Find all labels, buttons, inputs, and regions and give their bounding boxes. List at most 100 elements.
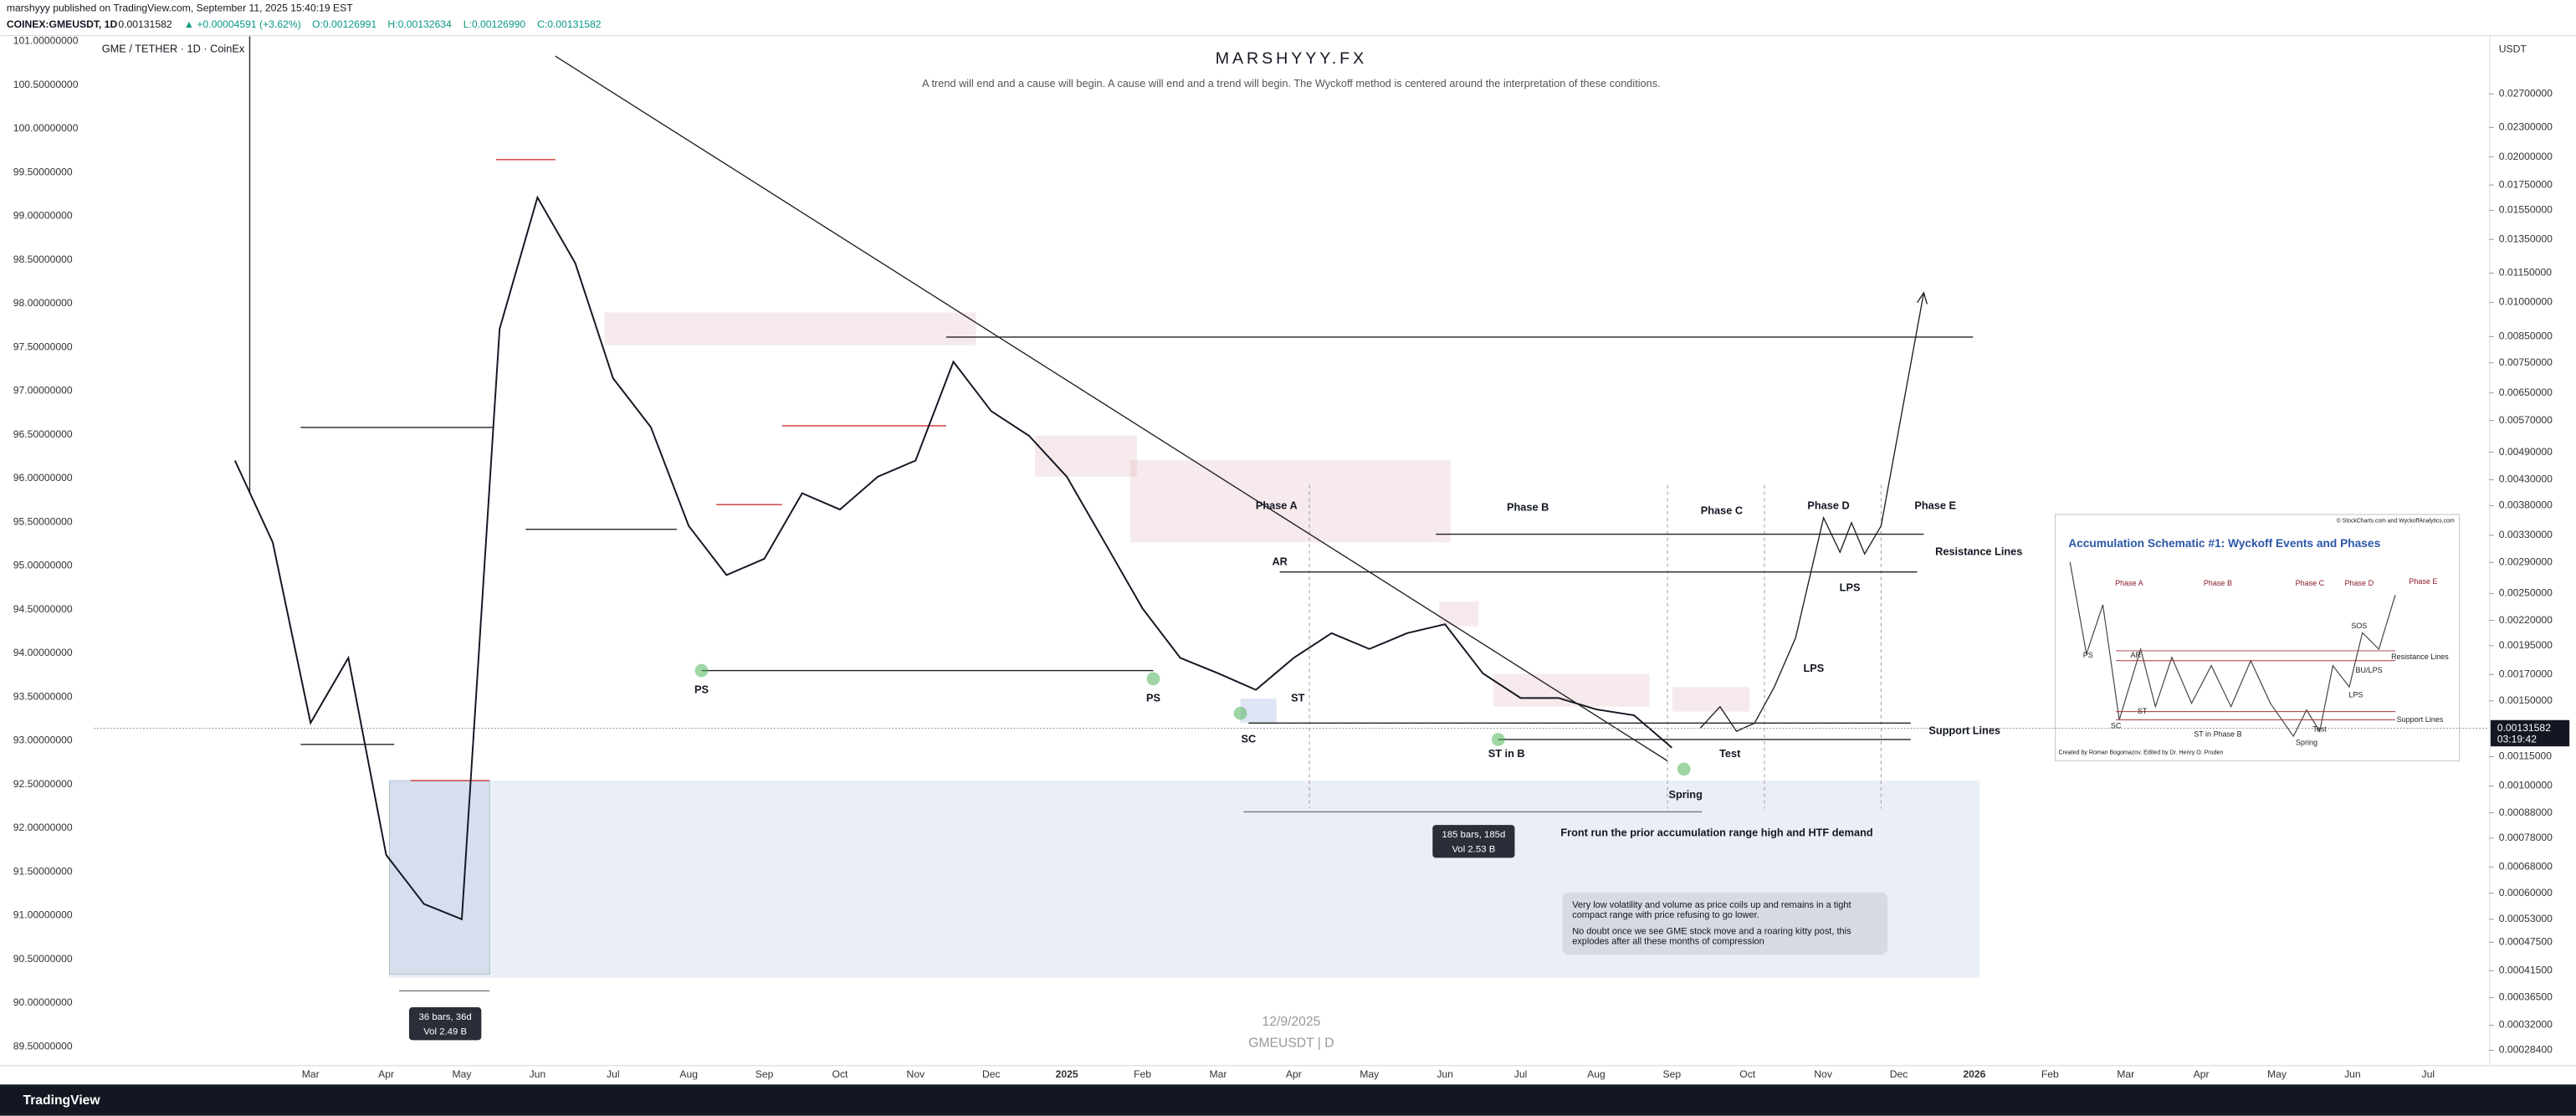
y-tick-label: 0.00380000 <box>2499 499 2553 511</box>
x-tick-label: May <box>453 1068 473 1080</box>
inset-label: Phase A <box>2115 579 2143 587</box>
x-tick-label: Aug <box>679 1068 698 1080</box>
y-tick-label: 0.02700000 <box>2499 87 2553 99</box>
y-tick-label: 0.00195000 <box>2499 639 2553 651</box>
brand: TradingView <box>23 1093 100 1108</box>
currency: USDT <box>2499 43 2527 54</box>
x-tick-label: Feb <box>2041 1068 2059 1080</box>
chart-title: MARSHYYY.FX <box>1216 49 1367 68</box>
x-tick-label: Apr <box>1286 1068 1302 1080</box>
watermark-date: 12/9/2025 <box>1262 1015 1321 1029</box>
measure-volume: Vol 2.49 B <box>423 1027 467 1037</box>
event-dots <box>694 663 1691 776</box>
y2-tick-label: 95.50000000 <box>13 515 73 527</box>
footer-bar <box>0 1084 2576 1116</box>
annotation: Front run the prior accumulation range h… <box>1560 826 1872 838</box>
x-tick-label: Mar <box>302 1068 320 1080</box>
y2-tick-label: 101.00000000 <box>13 35 79 47</box>
y-tick-label: 0.00047500 <box>2499 936 2553 948</box>
inset-credit: Created by Roman Bogomazov. Edited by Dr… <box>2058 750 2223 756</box>
x-tick-label: Nov <box>1814 1068 1833 1080</box>
y-tick-label: 0.00250000 <box>2499 587 2553 599</box>
inset-label: Phase C <box>2296 579 2325 587</box>
y-tick-label: 0.00430000 <box>2499 474 2553 485</box>
y-tick-label: 0.00032000 <box>2499 1019 2553 1031</box>
x-tick-label: Sep <box>1662 1068 1681 1080</box>
annotation: Phase C <box>1701 504 1743 516</box>
note-line: compact range with price refusing to go … <box>1572 910 1759 920</box>
y2-tick-label: 95.00000000 <box>13 560 73 571</box>
inset-label: Support Lines <box>2397 715 2444 724</box>
note-line: Very low volatility and volume as price … <box>1572 900 1851 910</box>
inset-label: ST <box>2138 707 2148 715</box>
y2-tick-label: 89.50000000 <box>13 1040 73 1052</box>
last-price-box <box>2490 719 2570 747</box>
countdown: 03:19:42 <box>2497 734 2538 745</box>
y2-tick-label: 98.00000000 <box>13 297 73 309</box>
annotation: ST in B <box>1488 747 1525 760</box>
inset-label: Phase B <box>2204 579 2232 587</box>
last-price-label: 0.00131582 <box>2497 722 2551 734</box>
y2-tick-label: 92.00000000 <box>13 822 73 833</box>
x-tick-label: Apr <box>2194 1068 2210 1080</box>
annotation: Resistance Lines <box>1935 545 2022 558</box>
y-tick-label: 0.00490000 <box>2499 446 2553 458</box>
inset-label: BU/LPS <box>2356 666 2383 674</box>
y-tick-label: 0.01350000 <box>2499 233 2553 244</box>
phase-dividers <box>1308 484 1882 809</box>
y2-tick-label: 96.00000000 <box>13 472 73 484</box>
inset-label: Phase E <box>2409 577 2437 586</box>
inset-label: AR <box>2130 651 2141 659</box>
y-tick-label: 0.00068000 <box>2499 860 2553 872</box>
y-tick-label: 0.00041500 <box>2499 964 2553 975</box>
published: marshyyy published on TradingView.com, S… <box>7 2 353 13</box>
annotation: PS <box>694 683 709 695</box>
y2-tick-label: 91.50000000 <box>13 865 73 877</box>
y2-tick-label: 93.50000000 <box>13 690 73 702</box>
note-line: explodes after all these months of compr… <box>1572 936 1764 946</box>
inset-title: Accumulation Schematic #1: Wyckoff Event… <box>2068 537 2380 550</box>
watermark-symbol: GMEUSDT | D <box>1248 1036 1334 1050</box>
price-line <box>233 195 1672 921</box>
measure-box <box>1432 825 1515 858</box>
measure-bars: 36 bars, 36d <box>419 1012 472 1022</box>
inset-label: Test <box>2312 725 2327 734</box>
y2-tick-label: 96.50000000 <box>13 428 73 440</box>
open: O:0.00126991 <box>312 18 376 30</box>
y-tick-label: 0.00036500 <box>2499 991 2553 1003</box>
last: 0.00131582 <box>118 18 172 30</box>
y-tick-label: 0.01750000 <box>2499 178 2553 190</box>
y2-tick-label: 100.50000000 <box>13 79 79 90</box>
y-tick-label: 0.00330000 <box>2499 529 2553 540</box>
y2-tick-label: 93.00000000 <box>13 735 73 746</box>
symbol: COINEX:GMEUSDT, 1D <box>7 18 118 30</box>
y-tick-label: 0.00078000 <box>2499 832 2553 843</box>
x-tick-label: Jun <box>530 1068 546 1080</box>
change: ▲ +0.00004591 (+3.62%) <box>184 18 301 30</box>
y-tick-label: 0.02000000 <box>2499 151 2553 162</box>
annotation: Phase B <box>1507 500 1549 513</box>
y2-tick-label: 94.50000000 <box>13 603 73 615</box>
y-tick-label: 0.00053000 <box>2499 913 2553 924</box>
note-line: No doubt once we see GME stock move and … <box>1572 927 1851 937</box>
y-tick-label: 0.00170000 <box>2499 668 2553 679</box>
y-tick-label: 0.02300000 <box>2499 121 2553 133</box>
inset-label: PS <box>2083 651 2093 659</box>
inset-label: LPS <box>2348 690 2363 699</box>
drawings <box>248 36 1974 992</box>
inset-lines <box>2116 650 2395 720</box>
annotation: SC <box>1242 732 1257 745</box>
x-tick-label: Apr <box>378 1068 394 1080</box>
inset-label: Spring <box>2296 738 2317 746</box>
x-tick-label: May <box>2267 1068 2287 1080</box>
y2-tick-label: 94.00000000 <box>13 647 73 658</box>
x-tick-label: Oct <box>1739 1068 1756 1080</box>
y-tick-label: 0.00028400 <box>2499 1044 2553 1056</box>
y-tick-label: 0.00060000 <box>2499 887 2553 898</box>
y-tick-label: 0.00850000 <box>2499 330 2553 342</box>
y-tick-label: 0.00100000 <box>2499 780 2553 791</box>
measure-bars: 185 bars, 185d <box>1442 830 1505 840</box>
x-tick-label: Aug <box>1587 1068 1606 1080</box>
annotation: AR <box>1272 555 1287 567</box>
